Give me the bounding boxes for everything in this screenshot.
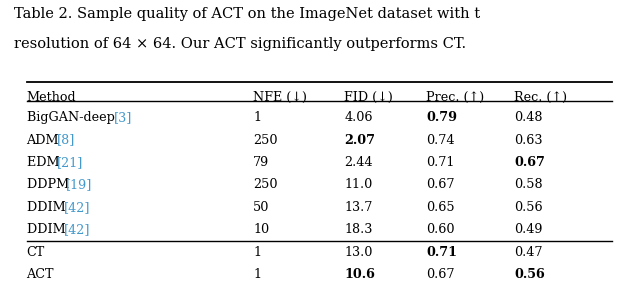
Text: resolution of 64 × 64. Our ACT significantly outperforms CT.: resolution of 64 × 64. Our ACT significa… [14,37,466,50]
Text: 0.65: 0.65 [426,201,455,214]
Text: ACT: ACT [27,268,54,281]
Text: DDIM: DDIM [27,201,70,214]
Text: 0.67: 0.67 [514,156,545,169]
Text: [8]: [8] [57,134,75,147]
Text: 0.58: 0.58 [514,179,543,191]
Text: FID (↓): FID (↓) [344,91,393,104]
Text: [19]: [19] [66,179,92,191]
Text: EDM: EDM [27,156,63,169]
Text: [21]: [21] [57,156,83,169]
Text: 11.0: 11.0 [344,179,373,191]
Text: 10.6: 10.6 [344,268,375,281]
Text: DDPM: DDPM [27,179,73,191]
Text: 0.60: 0.60 [426,223,454,236]
Text: 13.7: 13.7 [344,201,373,214]
Text: 0.47: 0.47 [514,246,543,259]
Text: 2.44: 2.44 [344,156,373,169]
Text: Prec. (↑): Prec. (↑) [426,91,484,104]
Text: 0.67: 0.67 [426,268,454,281]
Text: 1: 1 [253,111,261,124]
Text: [3]: [3] [113,111,131,124]
Text: NFE (↓): NFE (↓) [253,91,307,104]
Text: 0.56: 0.56 [514,268,545,281]
Text: 0.49: 0.49 [514,223,543,236]
Text: 2.07: 2.07 [344,134,375,147]
Text: 10: 10 [253,223,269,236]
Text: 0.63: 0.63 [514,134,543,147]
Text: 1: 1 [253,246,261,259]
Text: 0.79: 0.79 [426,111,457,124]
Text: [42]: [42] [64,201,91,214]
Text: DDIM: DDIM [27,223,70,236]
Text: 250: 250 [253,134,277,147]
Text: CT: CT [27,246,45,259]
Text: 0.56: 0.56 [514,201,543,214]
Text: BigGAN-deep: BigGAN-deep [27,111,118,124]
Text: 0.74: 0.74 [426,134,454,147]
Text: [42]: [42] [64,223,91,236]
Text: 50: 50 [253,201,269,214]
Text: 1: 1 [253,268,261,281]
Text: 0.48: 0.48 [514,111,543,124]
Text: 0.71: 0.71 [426,156,454,169]
Text: 4.06: 4.06 [344,111,373,124]
Text: 18.3: 18.3 [344,223,373,236]
Text: Method: Method [27,91,76,104]
Text: 0.67: 0.67 [426,179,454,191]
Text: Rec. (↑): Rec. (↑) [514,91,568,104]
Text: 250: 250 [253,179,277,191]
Text: ADM: ADM [27,134,63,147]
Text: 79: 79 [253,156,269,169]
Text: 0.71: 0.71 [426,246,457,259]
Text: 13.0: 13.0 [344,246,373,259]
Text: Table 2. Sample quality of ACT on the ImageNet dataset with t: Table 2. Sample quality of ACT on the Im… [14,7,480,21]
